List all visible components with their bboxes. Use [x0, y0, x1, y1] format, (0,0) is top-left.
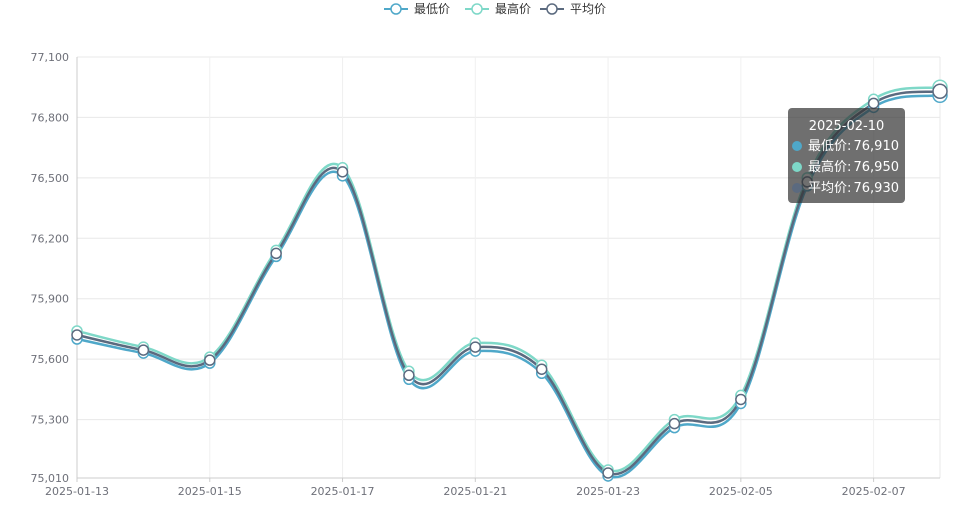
data-point[interactable] — [535, 363, 548, 375]
data-point[interactable] — [270, 247, 282, 260]
legend-label[interactable]: 最高价 — [495, 1, 531, 16]
y-tick-label: 75,600 — [31, 353, 70, 366]
data-point[interactable] — [137, 344, 150, 356]
data-point[interactable] — [336, 166, 349, 178]
tooltip-series-value: 76,910 — [854, 139, 900, 154]
data-point[interactable] — [204, 354, 216, 366]
series-lines — [76, 85, 941, 479]
data-point[interactable] — [403, 369, 415, 382]
legend-circle-icon[interactable] — [546, 3, 558, 15]
x-tick-label: 2025-01-21 — [443, 485, 507, 498]
x-tick-label: 2025-01-13 — [45, 485, 109, 498]
legend-label[interactable]: 平均价 — [570, 2, 606, 16]
x-tick-label: 2025-01-23 — [576, 485, 640, 498]
tooltip-series-label: 最高价: — [808, 159, 851, 175]
legend-circle-icon[interactable] — [390, 3, 402, 15]
data-point[interactable] — [668, 417, 681, 430]
data-point[interactable] — [932, 83, 948, 99]
tooltip-box — [788, 108, 905, 203]
data-point[interactable] — [735, 393, 747, 406]
x-tick-label: 2025-02-05 — [709, 485, 773, 498]
y-tick-label: 77,100 — [31, 51, 70, 64]
x-tick-label: 2025-01-15 — [178, 485, 242, 498]
chart-axes: 75,010 75,300 75,600 75,900 76,200 76,500 76,8… — [31, 51, 940, 498]
x-tick-label: 2025-01-17 — [311, 485, 375, 498]
y-tick-label: 75,010 — [31, 472, 70, 485]
x-tick-label: 2025-02-07 — [842, 485, 906, 498]
tooltip-series-label: 平均价: — [808, 181, 851, 196]
data-point[interactable] — [602, 467, 614, 479]
tooltip-series-value: 76,930 — [854, 181, 900, 196]
tooltip-series-marker — [792, 162, 802, 172]
tooltip-series-marker — [792, 183, 802, 193]
data-point[interactable] — [867, 97, 880, 110]
legend-circle-icon[interactable] — [471, 3, 483, 15]
tooltip-series-label: 最低价: — [808, 139, 851, 154]
series-line-2 — [76, 90, 941, 476]
y-tick-label: 76,200 — [31, 232, 70, 245]
tooltip-series-value: 76,950 — [854, 160, 900, 175]
tooltip-series-marker — [792, 141, 802, 151]
y-tick-label: 76,800 — [31, 111, 70, 124]
y-tick-label: 75,900 — [31, 293, 70, 306]
data-point[interactable] — [469, 341, 482, 353]
y-tick-label: 75,300 — [31, 414, 70, 427]
data-point[interactable] — [71, 329, 83, 341]
y-tick-label: 76,500 — [31, 172, 70, 185]
chart-legend[interactable]: 最低价 最高价 平均价 — [384, 1, 606, 16]
legend-label[interactable]: 最低价 — [414, 2, 450, 16]
series-points[interactable] — [71, 79, 948, 482]
tooltip-title: 2025-02-10 — [809, 119, 885, 134]
